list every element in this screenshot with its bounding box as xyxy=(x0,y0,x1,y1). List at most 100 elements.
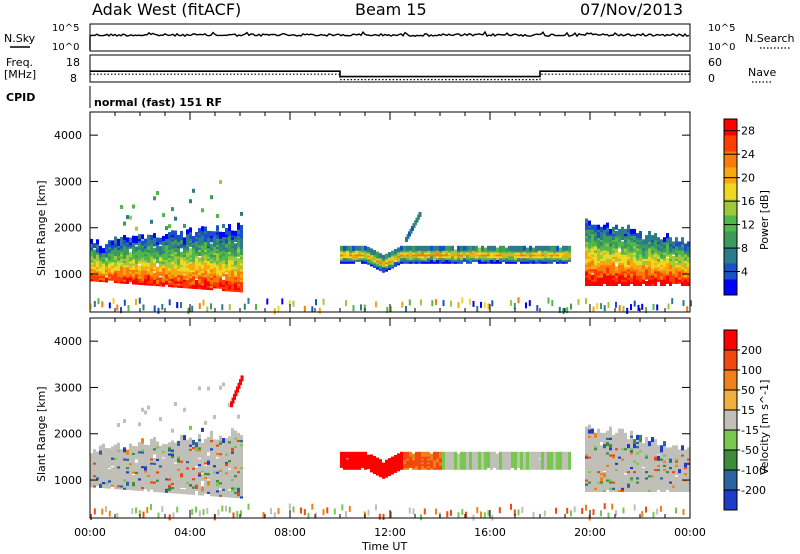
power-echo-cell xyxy=(469,245,472,251)
power-echo-cell xyxy=(603,305,606,312)
velocity-echo-cell xyxy=(96,451,99,457)
power-echo-cell xyxy=(565,251,568,257)
power-echo-cell xyxy=(565,245,568,251)
power-echo-cell xyxy=(189,262,192,268)
power-echo-cell xyxy=(195,246,198,252)
power-echo-cell xyxy=(147,274,150,280)
velocity-echo-cell xyxy=(454,451,457,457)
power-echo-cell xyxy=(609,264,612,270)
velocity-echo-cell xyxy=(484,451,487,457)
power-echo-cell xyxy=(349,245,352,251)
power-echo-cell xyxy=(228,247,231,252)
power-echo-cell xyxy=(114,236,117,242)
velocity-echo-cell xyxy=(201,490,204,496)
velocity-echo-cell xyxy=(678,453,681,459)
power-echo-cell xyxy=(645,274,648,280)
power-echo-cell xyxy=(204,226,207,232)
power-echo-cell xyxy=(201,238,204,244)
velocity-echo-cell xyxy=(240,460,243,466)
power-echo-cell xyxy=(405,306,407,312)
power-echo-cell xyxy=(621,249,624,255)
power-echo-cell xyxy=(421,245,424,251)
velocity-echo-cell xyxy=(237,414,240,419)
velocity-echo-cell xyxy=(633,487,636,492)
velocity-echo-cell xyxy=(609,443,612,449)
power-echo-cell xyxy=(633,247,636,253)
power-echo-cell xyxy=(562,245,565,251)
power-echo-cell xyxy=(116,304,119,311)
velocity-echo-cell xyxy=(192,448,195,454)
power-echo-cell xyxy=(436,245,439,251)
power-echo-cell xyxy=(454,249,457,255)
power-echo-cell xyxy=(221,304,224,311)
power-echo-cell xyxy=(666,237,669,243)
velocity-echo-cell xyxy=(144,465,147,471)
velocity-echo-cell xyxy=(493,455,496,461)
power-echo-cell xyxy=(678,245,681,251)
velocity-echo-cell xyxy=(585,426,588,432)
velocity-echo-cell xyxy=(120,449,123,455)
power-echo-cell xyxy=(538,249,541,255)
power-echo-cell xyxy=(609,228,612,234)
power-echo-cell xyxy=(102,248,105,254)
velocity-echo-cell xyxy=(192,489,195,495)
power-echo-cell xyxy=(174,230,177,236)
power-ytick-label-0: 1000 xyxy=(54,268,82,281)
power-echo-cell xyxy=(637,304,640,311)
power-echo-cell xyxy=(508,255,511,261)
velocity-echo-cell xyxy=(213,414,216,419)
velocity-echo-cell xyxy=(355,461,358,467)
power-echo-cell xyxy=(176,302,179,309)
station-title: Adak West (fitACF) xyxy=(92,0,241,19)
velocity-echo-cell xyxy=(213,491,216,497)
power-echo-cell xyxy=(594,268,597,274)
velocity-echo-cell xyxy=(189,450,192,456)
velocity-echo-cell xyxy=(672,445,675,451)
velocity-echo-cell xyxy=(681,478,684,484)
velocity-echo-cell xyxy=(195,483,198,489)
power-echo-cell xyxy=(180,258,183,263)
velocity-echo-cell xyxy=(201,463,204,469)
power-echo-cell xyxy=(672,278,675,284)
power-echo-cell xyxy=(189,199,192,204)
velocity-echo-cell xyxy=(648,459,651,465)
velocity-echo-cell xyxy=(219,385,222,390)
velocity-echo-cell xyxy=(591,434,594,440)
power-echo-cell xyxy=(234,237,237,242)
power-echo-cell xyxy=(111,248,114,254)
power-echo-cell xyxy=(97,298,100,305)
power-echo-cell xyxy=(156,258,159,264)
velocity-echo-cell xyxy=(535,451,538,457)
power-echo-cell xyxy=(626,307,629,314)
velocity-echo-cell xyxy=(514,451,517,457)
power-echo-cell xyxy=(195,280,198,285)
power-echo-cell xyxy=(511,245,514,251)
power-echo-cell xyxy=(266,298,269,305)
velocity-echo-cell xyxy=(228,436,231,442)
velocity-echo-cell xyxy=(612,468,615,474)
velocity-echo-cell xyxy=(202,509,205,516)
power-echo-cell xyxy=(487,245,490,251)
velocity-echo-cell xyxy=(642,468,645,474)
power-echo-cell xyxy=(669,264,672,270)
power-echo-cell xyxy=(651,253,654,259)
power-echo-cell xyxy=(600,303,602,310)
velocity-echo-cell xyxy=(141,475,144,481)
power-echo-cell xyxy=(448,245,451,251)
velocity-echo-cell xyxy=(156,460,159,466)
power-echo-cell xyxy=(451,255,454,261)
velocity-echo-cell xyxy=(588,428,591,434)
velocity-echo-cell xyxy=(174,402,177,406)
power-echo-cell xyxy=(615,301,617,308)
power-echo-cell xyxy=(639,231,642,236)
velocity-echo-cell xyxy=(687,472,690,478)
power-echo-cell xyxy=(273,308,276,315)
velocity-echo-cell xyxy=(529,455,532,461)
velocity-echo-cell xyxy=(180,434,183,440)
velocity-echo-cell xyxy=(585,470,588,476)
velocity-echo-cell xyxy=(159,417,162,422)
power-echo-cell xyxy=(138,254,141,260)
freq-tick-bottom: 8 xyxy=(70,72,77,85)
velocity-echo-cell xyxy=(481,451,484,457)
velocity-echo-cell xyxy=(588,476,591,482)
